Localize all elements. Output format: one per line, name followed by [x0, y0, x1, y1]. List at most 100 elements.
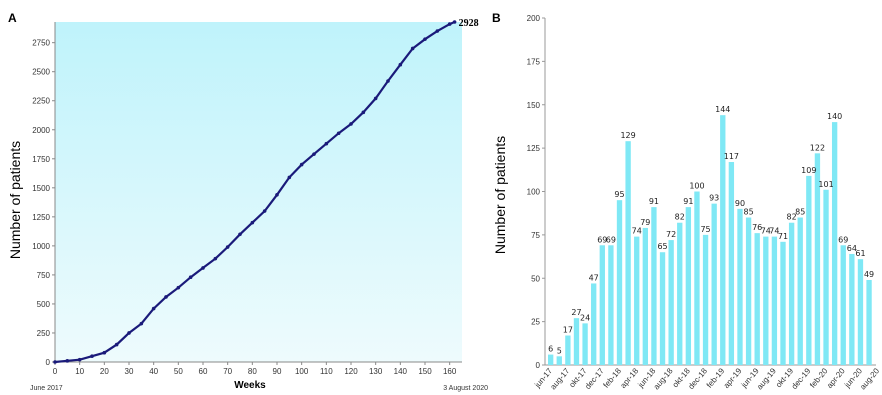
- panel-b-bar: [625, 141, 631, 365]
- panel-b-bar: [651, 207, 657, 365]
- panel-b-x-tick-label: aug-18: [652, 366, 675, 391]
- panel-b-data-label: 95: [614, 190, 624, 199]
- panel-a-point: [151, 306, 156, 311]
- panel-a-point: [114, 342, 119, 347]
- panel-a-point: [410, 46, 415, 51]
- panel-b-x-tick-label: aug-20: [858, 366, 881, 391]
- panel-b-bar: [849, 253, 855, 365]
- panel-b-data-label: 65: [657, 242, 667, 251]
- panel-a-axes: 0250500750100012501500175020002250250027…: [32, 22, 462, 376]
- panel-a-point: [90, 354, 94, 358]
- panel-a-x-tick-label: 120: [344, 367, 358, 376]
- panel-a-y-tick-label: 2000: [32, 126, 50, 135]
- panel-a-x-tick-label: 160: [443, 367, 457, 376]
- panel-b-data-label: 24: [580, 313, 590, 322]
- panel-b-data-label: 69: [838, 235, 848, 244]
- panel-b-bar: [668, 240, 674, 365]
- panel-a-point: [299, 162, 304, 167]
- panel-a-point: [225, 245, 230, 249]
- panel-a-x-tick-label: 40: [149, 367, 158, 376]
- panel-b-bar: [573, 318, 580, 365]
- panel-a-x-tick-label: 10: [75, 367, 84, 376]
- panel-a-point: [336, 131, 341, 136]
- panel-b-y-tick-label: 200: [527, 14, 541, 23]
- panel-a-point: [262, 209, 267, 213]
- panel-b-bar: [840, 245, 846, 365]
- panel-a-point: [435, 29, 440, 33]
- panel-b-bar: [857, 259, 864, 365]
- panel-a-point: [349, 122, 353, 126]
- panel-a-point: [324, 141, 329, 146]
- panel-a-point: [452, 20, 457, 24]
- panel-a-point: [213, 256, 218, 261]
- panel-a-point: [188, 275, 193, 280]
- panel-a-x-tick-label: 130: [369, 367, 383, 376]
- panel-b-data-label: 79: [640, 218, 650, 227]
- panel-b-data-label: 109: [801, 166, 816, 175]
- panel-b-bar: [685, 207, 692, 365]
- panel-b-x-tick-label: aug-17: [548, 366, 571, 391]
- panel-b-y-tick-label: 175: [527, 57, 541, 66]
- panel-b-bar: [745, 217, 752, 365]
- panel-b-bar: [866, 279, 872, 365]
- panel-a-y-tick-label: 500: [37, 300, 51, 309]
- panel-a-x-tick-label: 20: [100, 367, 109, 376]
- panel-b-data-label: 82: [675, 213, 685, 222]
- panel-b-y-tick-label: 75: [531, 231, 540, 240]
- panel-a-point: [102, 350, 107, 355]
- panel-b-data-label: 91: [683, 197, 693, 206]
- panel-b-data-label: 61: [855, 249, 865, 258]
- panel-a-x-tick-label: 60: [199, 367, 208, 376]
- panel-b-bar: [806, 175, 812, 365]
- panel-a-x-tick-label: 90: [273, 367, 282, 376]
- panel-a-x-tick-label: 110: [320, 367, 333, 376]
- panel-b-data-label: 144: [715, 105, 730, 114]
- panel-a-final-value: 2928: [459, 18, 479, 29]
- panel-a-x-tick-label: 140: [394, 367, 408, 376]
- panel-b-data-labels: 6 517272447696995129747991657282911007593…: [548, 105, 874, 355]
- panel-b-x-tick-label: apr-20: [825, 366, 847, 390]
- panel-b-bar: [556, 356, 562, 365]
- panel-b-x-tick-label: dec-18: [686, 366, 709, 391]
- panel-a-y-tick-label: 2500: [32, 68, 50, 77]
- panel-b-y-tick-label: 100: [527, 188, 541, 197]
- panel-a-point: [53, 360, 57, 364]
- panel-b-data-label: 72: [666, 230, 676, 239]
- panel-a-x-tick-label: 100: [295, 367, 309, 376]
- panel-a-point: [361, 110, 366, 115]
- panel-a-point: [447, 22, 452, 26]
- panel-a-x-tick-label: 70: [223, 367, 232, 376]
- panel-b-bar: [599, 245, 605, 365]
- panel-a-x-tick-label: 50: [174, 367, 183, 376]
- panel-b-bar: [677, 222, 683, 365]
- panel-a-y-tick-label: 1750: [32, 155, 50, 164]
- panel-b-bar: [737, 208, 743, 365]
- panel-b-data-label: 64: [847, 244, 857, 253]
- panel-b-data-label: 82: [787, 213, 797, 222]
- panel-a-x-tick-label: 150: [418, 367, 432, 376]
- panel-b-x-tick-label: apr-18: [618, 366, 640, 390]
- panel-b-data-label: 140: [827, 112, 842, 121]
- panel-a-point: [373, 96, 378, 101]
- panel-b-data-label: 5: [557, 346, 562, 355]
- panel-b-data-label: 27: [571, 308, 581, 317]
- panel-b-letter: B: [492, 11, 501, 25]
- panel-a-x-tick-label: 80: [248, 367, 257, 376]
- panel-b-bar: [659, 252, 666, 365]
- panel-b-data-label: 6: [548, 345, 553, 354]
- panel-b-bar: [634, 236, 640, 365]
- panel-b-bar: [711, 203, 717, 365]
- panel-b-x-tick-label: dec-19: [790, 366, 813, 391]
- panel-b-data-label: 91: [649, 197, 659, 206]
- panel-b-bar: [823, 189, 829, 365]
- panel-b-data-label: 75: [700, 225, 710, 234]
- panel-b-bars: [548, 115, 872, 365]
- panel-a-y-tick-label: 2750: [32, 39, 50, 48]
- panel-b-bar: [797, 217, 803, 365]
- panel-b-bar: [702, 234, 709, 365]
- panel-b-bar: [582, 323, 588, 365]
- panel-b-data-label: 49: [864, 270, 874, 279]
- panel-a-point: [250, 220, 255, 225]
- panel-b-y-tick-label: 150: [527, 101, 541, 110]
- panel-b-data-label: 47: [589, 273, 599, 282]
